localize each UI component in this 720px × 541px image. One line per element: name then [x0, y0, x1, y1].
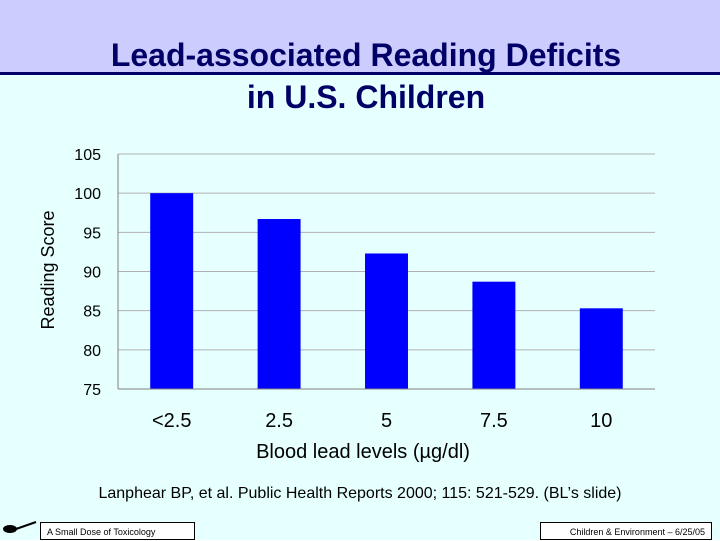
y-tick-label: 105	[74, 147, 101, 164]
header-divider	[0, 72, 720, 75]
bars	[150, 193, 623, 389]
spoon-icon	[3, 521, 37, 533]
x-axis-label: Blood lead levels (µg/dl)	[256, 441, 470, 463]
x-tick-label: 2.5	[265, 410, 293, 432]
content-background	[0, 75, 720, 540]
bar-3	[472, 281, 516, 389]
x-tick-label: 10	[590, 410, 612, 432]
x-tick-label: 7.5	[480, 410, 508, 432]
bar-4	[579, 308, 623, 389]
header-band	[0, 0, 720, 72]
y-tick-label: 80	[83, 343, 101, 360]
footer-left-label: A Small Dose of Toxicology	[40, 522, 195, 540]
citation: Lanphear BP, et al. Public Health Report…	[98, 485, 622, 502]
x-tick-labels: <2.5 2.5 5 7.5 10	[152, 410, 612, 432]
y-tick-label: 100	[74, 186, 101, 203]
gridlines	[118, 153, 655, 351]
bar-0	[150, 193, 194, 389]
y-tick-label: 75	[83, 382, 101, 399]
footer-right-label: Children & Environment – 6/25/05	[540, 522, 712, 540]
x-tick-label: <2.5	[152, 410, 191, 432]
y-tick-label: 85	[83, 304, 101, 321]
slide-title-line-1: Lead-associated Reading Deficits	[110, 37, 622, 73]
bar-1	[257, 219, 301, 389]
y-tick-label: 95	[83, 225, 101, 242]
y-axis-label: Reading Score	[38, 210, 58, 329]
y-tick-labels: 105 100 95 90 85 80 75	[74, 147, 101, 399]
slide-title-line-2: in U.S. Children	[246, 79, 486, 115]
x-tick-label: 5	[381, 410, 392, 432]
bar-2	[365, 253, 408, 389]
slide-title: Lead-associated Reading Deficits in U.S.…	[0, 34, 720, 118]
y-tick-label: 90	[83, 265, 101, 282]
